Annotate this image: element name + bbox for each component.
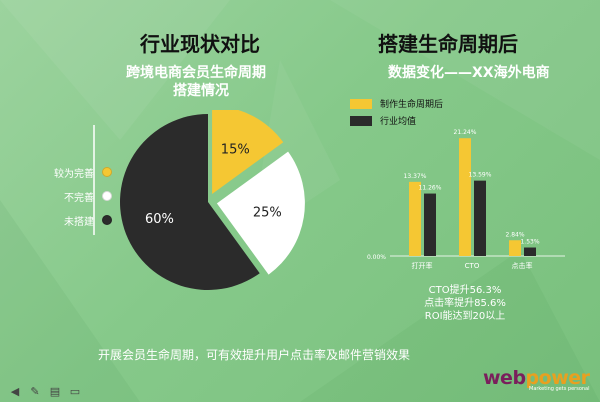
bar-label-open-rate-avg: 11.26% [419,185,442,192]
pie-chart: 15% 25% 60% [119,110,305,290]
dot-not-built-icon [102,215,112,225]
bar-legend-label-avg: 行业均值 [380,117,417,127]
result-notes: CTO提升56.3% 点击率提升85.6% ROI能达到20以上 [420,284,510,323]
bar-legend-item-avg: 行业均值 [350,112,443,129]
y-tick-label: 0.00% [367,254,386,261]
arrow-left-icon[interactable]: ◀ [10,384,20,398]
logo-word: webpower [483,367,590,389]
note-cto: CTO提升56.3% [428,285,502,296]
dot-complete-icon [102,167,112,177]
bar-label-cto-after: 21.24% [454,129,477,136]
swatch-avg-icon [350,115,372,126]
x-tick-label-cto: CTO [465,262,480,270]
bar-click-rate-avg [524,247,536,256]
right-title: 搭建生命周期后 [378,32,518,56]
left-title: 行业现状对比 [140,32,260,56]
bar-chart: 0.00% 13.37% 11.26% 打开率 21.24% 13.59% CTO 2.84%… [367,129,565,270]
pie-legend-label-not-built: 未搭建 [64,216,94,228]
bar-cto-after [459,138,471,256]
pie-legend-item-complete: 较为完善 [52,160,112,184]
pie-label-not-built: 60% [145,212,174,227]
bar-legend: 制作生命周期后 行业均值 [350,95,443,129]
bar-open-rate-after [409,181,421,256]
left-subtitle-line1: 跨境电商会员生命周期 [126,65,266,81]
pie-label-complete: 15% [221,143,250,158]
left-subtitle-line2: 搭建情况 [173,83,229,99]
bar-click-rate-after [509,240,521,256]
footer-text: 开展会员生命周期，可有效提升用户点击率及邮件营销效果 [98,348,411,362]
bar-legend-item-after: 制作生命周期后 [350,95,443,112]
pie-label-incomplete: 25% [253,205,282,220]
pie-legend-item-not-built: 未搭建 [52,208,112,232]
note-roi: ROI能达到20以上 [424,311,506,322]
pie-legend: 较为完善 不完善 未搭建 [52,160,112,232]
webpower-logo: webpower Marketing gets personal [483,367,590,392]
x-tick-label-click-rate: 点击率 [512,261,533,270]
bar-label-open-rate-after: 13.37% [404,173,427,180]
monitor-icon[interactable]: ▭ [69,384,81,398]
pie-legend-label-complete: 较为完善 [54,168,94,180]
logo-tagline: Marketing gets personal [529,386,590,392]
bar-label-click-rate-avg: 1.53% [520,239,539,246]
bar-open-rate-avg [424,193,436,256]
slides-icon[interactable]: ▤ [49,384,61,398]
bar-legend-label-after: 制作生命周期后 [380,100,444,110]
swatch-after-icon [350,98,372,109]
right-subtitle: 数据变化——XX海外电商 [388,65,550,81]
pie-legend-label-incomplete: 不完善 [64,192,94,204]
x-tick-label-open-rate: 打开率 [412,261,433,270]
pie-legend-item-incomplete: 不完善 [52,184,112,208]
bar-label-click-rate-after: 2.84% [505,231,524,238]
dot-incomplete-icon [102,191,112,201]
legend-rail [93,125,95,235]
pie-slice-complete [212,110,284,194]
bar-label-cto-avg: 13.59% [469,172,492,179]
pie-slice-incomplete [216,151,305,275]
bar-cto-avg [474,180,486,256]
pie-slice-not-built [119,114,260,290]
slideshow-toolbar: ◀ ✎ ▤ ▭ [8,384,82,398]
pencil-icon[interactable]: ✎ [30,384,40,398]
note-ctr: 点击率提升85.6% [424,298,506,309]
